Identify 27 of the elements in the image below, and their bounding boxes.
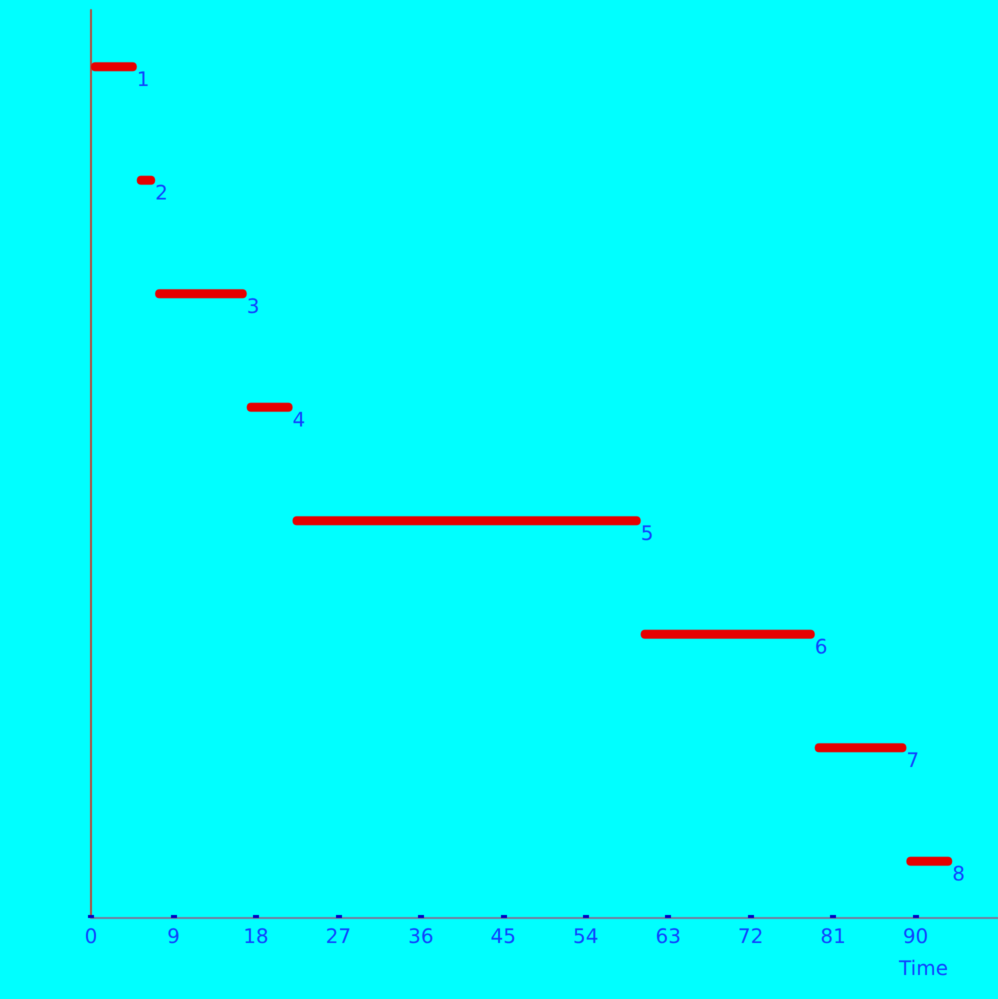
x-tick-label: 81 — [820, 924, 846, 948]
bar — [246, 402, 293, 412]
bar — [91, 62, 137, 72]
y-tick-label: 8 — [952, 861, 965, 886]
x-tick-label: 54 — [573, 924, 598, 948]
bar — [814, 743, 906, 752]
y-tick-label: 4 — [292, 407, 306, 432]
bar — [155, 289, 247, 298]
x-tick-label: 18 — [243, 924, 269, 948]
x-tick-label: 9 — [167, 924, 180, 948]
x-tick-label: 36 — [408, 924, 434, 948]
x-tick-label: 90 — [902, 924, 928, 948]
x-tick-label: 27 — [326, 924, 352, 948]
x-tick-label: 45 — [490, 924, 516, 948]
bar — [292, 516, 641, 526]
bar — [640, 630, 815, 639]
y-tick-label: 6 — [814, 634, 828, 658]
y-tick-label: 1 — [136, 66, 150, 91]
x-tick-label: 63 — [655, 924, 681, 948]
y-tick-label: 7 — [906, 748, 920, 772]
y-tick-label: 2 — [155, 180, 168, 204]
x-tick-label: 72 — [738, 924, 764, 948]
y-tick-label: 5 — [640, 520, 654, 545]
x-tick-label: 0 — [84, 924, 98, 948]
bar — [906, 856, 952, 866]
x-axis-title: Time — [898, 956, 948, 980]
y-tick-label: 3 — [246, 294, 260, 318]
